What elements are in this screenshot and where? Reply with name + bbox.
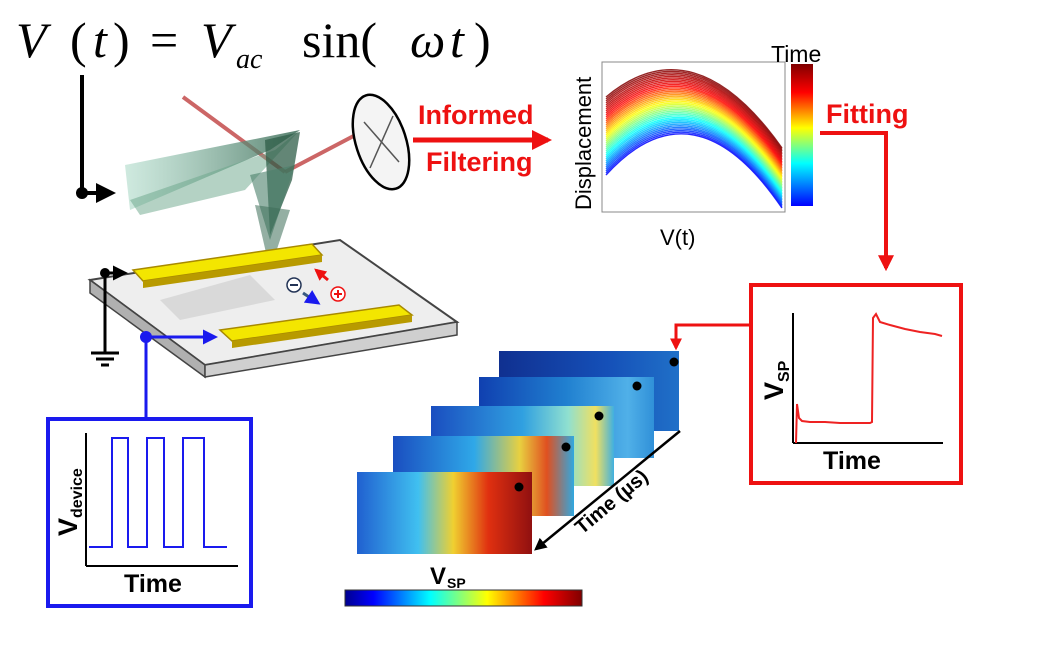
vdevice-axis-label-main: V (53, 518, 83, 536)
filtering-label: Filtering (426, 147, 533, 177)
displacement-curve (605, 116, 783, 194)
vt-axis-label: V(t) (660, 225, 695, 250)
displacement-curve (605, 70, 783, 150)
displacement-curve (605, 120, 783, 197)
time-colorbar-label: Time (771, 41, 821, 67)
square-wave-trace (89, 437, 227, 548)
vsp-trace (795, 312, 943, 444)
displacement-curve (605, 121, 783, 198)
electrode-top (131, 243, 324, 288)
displacement-curve (605, 97, 783, 175)
fitting-step: Fitting (820, 99, 908, 272)
eq-func: sin( (302, 12, 377, 68)
device (87, 238, 460, 379)
displacement-curve (605, 125, 783, 201)
informed-label: Informed (418, 100, 534, 130)
displacement-curve (605, 72, 783, 152)
displacement-curve (605, 108, 783, 186)
displacement-curve (605, 83, 783, 163)
electrode-bottom (218, 304, 414, 348)
displacement-curves (605, 69, 783, 209)
vsp-time-panel: V SP Time (670, 283, 963, 485)
displacement-curve (605, 88, 783, 167)
displacement-curve (605, 92, 783, 170)
ground-icon (91, 351, 119, 367)
displacement-curve (605, 126, 783, 203)
displacement-curve (605, 110, 783, 187)
photodetector-icon (351, 93, 411, 191)
displacement-curve (605, 95, 783, 174)
displacement-curve (605, 105, 783, 183)
displacement-curve (605, 115, 783, 192)
displacement-curve (605, 112, 783, 189)
eq-rhs-v: V (201, 12, 237, 68)
vsp-axis-label-sub: SP (776, 360, 793, 382)
displacement-curve (605, 123, 783, 200)
displacement-curve (605, 131, 783, 207)
ac-drive-line (76, 75, 116, 203)
vdevice-axis-label-sub: device (69, 468, 86, 518)
displacement-curve (605, 102, 783, 180)
time-colorbar (791, 64, 813, 206)
eq-t2: t (450, 12, 465, 68)
device-drive-wiring (140, 329, 218, 419)
displacement-curve (605, 77, 783, 157)
vsp-colorbar: V SP (344, 563, 583, 607)
eq-lhs-v: V (16, 12, 52, 68)
displacement-plot: Displacement V(t) Time (571, 41, 821, 250)
fitting-label: Fitting (826, 99, 908, 129)
eq-omega: ω (410, 12, 445, 68)
equation: V ( t ) = V ac sin( ω t ) (16, 12, 491, 75)
displacement-curve (605, 107, 783, 184)
displacement-curve (605, 103, 783, 181)
eq-lhs-close: ) (113, 12, 130, 68)
displacement-curve (605, 75, 783, 155)
eq-close: ) (474, 12, 491, 68)
displacement-curve (605, 69, 783, 149)
displacement-curve (605, 87, 783, 166)
plus-charge-icon (314, 268, 346, 302)
vsp-time-label: Time (823, 447, 881, 475)
displacement-curve (605, 82, 783, 161)
displacement-curve (605, 98, 783, 177)
eq-lhs-paren: ( (70, 12, 87, 68)
informed-filtering-step: Informed Filtering (413, 100, 552, 177)
vsp-colorbar-label-sub: SP (447, 575, 466, 591)
vdevice-time-panel: V device Time (46, 417, 253, 608)
displacement-curve (605, 113, 783, 190)
displacement-curve (605, 100, 783, 178)
eq-equals: = (150, 12, 178, 68)
eq-lhs-t: t (93, 12, 108, 68)
cantilever (125, 130, 300, 270)
ground-wiring (91, 265, 128, 367)
map-frame-1 (357, 472, 532, 554)
displacement-curve (605, 93, 783, 172)
displacement-curve (605, 80, 783, 160)
map-stack: Time (µs) (357, 351, 681, 554)
displacement-curve (605, 128, 783, 204)
displacement-curve (605, 78, 783, 158)
vsp-axis-label-main: V (759, 382, 789, 400)
displacement-curve (605, 85, 783, 164)
vsp-colorbar-label-main: V (430, 563, 446, 590)
vdevice-time-label: Time (124, 570, 182, 598)
displacement-axis-label: Displacement (571, 77, 596, 210)
displacement-curve (605, 133, 783, 209)
displacement-curve (605, 73, 783, 154)
displacement-curve (605, 90, 783, 169)
displacement-curve (605, 129, 783, 206)
eq-rhs-sub: ac (236, 44, 263, 75)
displacement-curve (605, 118, 783, 195)
minus-charge-icon (286, 277, 321, 305)
